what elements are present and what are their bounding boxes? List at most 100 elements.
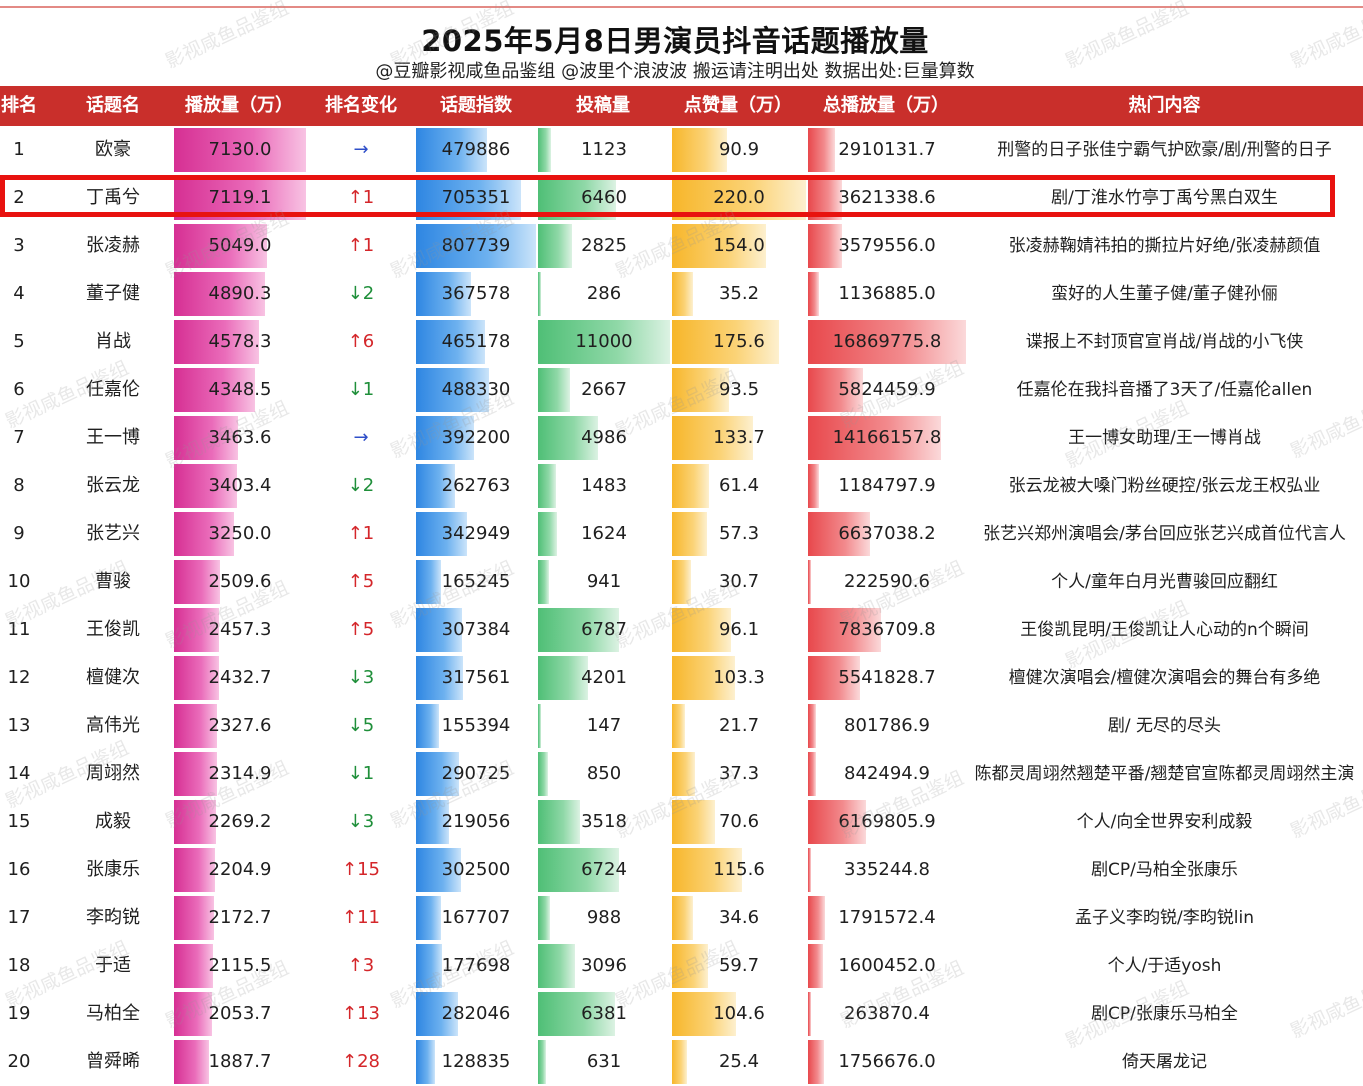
table-row[interactable]: 9 张艺兴 3250.0 ↑1 342949 1624 57.3 6637038.2 张艺兴郑州… (0, 510, 1363, 558)
index-bar (416, 272, 471, 316)
likes-bar (672, 992, 736, 1036)
header-topic[interactable]: 话题名 (86, 95, 140, 116)
table-row[interactable]: 4 董子健 4890.3 ↓2 367578 286 35.2 1136885.0 蛮好的人生董… (0, 270, 1363, 318)
rank-cell: 9 (13, 523, 25, 544)
hot-content-cell: 倚天屠龙记 (1122, 1052, 1207, 1072)
total-plays-value: 1184797.9 (838, 475, 936, 496)
posts-value: 1624 (581, 523, 627, 544)
plays-bar (174, 848, 215, 892)
table-row[interactable]: 10 曹骏 2509.6 ↑5 165245 941 30.7 222590.6 个人/童年白月… (0, 558, 1363, 606)
rank-change-cell: ↓2 (347, 475, 375, 496)
likes-bar (672, 944, 708, 988)
likes-bar (672, 416, 753, 460)
likes-bar (672, 224, 766, 268)
table-row[interactable]: 20 曾舜晞 1887.7 ↑28 128835 631 25.4 1756676.0 倚天屠龙… (0, 1038, 1363, 1086)
posts-value: 988 (586, 907, 622, 928)
table-row[interactable]: 11 王俊凯 2457.3 ↑5 307384 6787 96.1 7836709.8 王俊凯昆… (0, 606, 1363, 654)
total-bar (808, 1040, 824, 1084)
header-posts[interactable]: 投稿量 (576, 95, 630, 116)
topic-name-cell: 马柏全 (86, 1003, 140, 1024)
table-row[interactable]: 1 欧豪 7130.0 → 479886 1123 90.9 2910131.7 刑警的日子张佳… (0, 126, 1363, 174)
table-row[interactable]: 14 周翊然 2314.9 ↓1 290725 850 37.3 842494.9 陈都灵周翊然… (0, 750, 1363, 798)
table-row[interactable]: 18 于适 2115.5 ↑3 177698 3096 59.7 1600452.0 个人/于适… (0, 942, 1363, 990)
posts-value: 11000 (575, 331, 633, 352)
likes-bar (672, 848, 742, 892)
topic-index-value: 705351 (441, 187, 511, 208)
plays-bar (174, 320, 259, 364)
posts-value: 850 (586, 763, 622, 784)
rank-change-cell: ↑1 (347, 523, 375, 544)
hot-content-cell: 檀健次演唱会/檀健次演唱会的舞台有多绝 (1008, 668, 1321, 688)
rank-change-cell: ↑13 (342, 1003, 380, 1024)
total-plays-value: 2910131.7 (838, 139, 936, 160)
plays-value: 4578.3 (208, 331, 272, 352)
table-row[interactable]: 15 成毅 2269.2 ↓3 219056 3518 70.6 6169805.9 个人/向全… (0, 798, 1363, 846)
rank-change-cell: ↑15 (342, 859, 380, 880)
header-rank[interactable]: 排名 (1, 95, 37, 116)
plays-bar (174, 752, 217, 796)
index-bar (416, 752, 459, 796)
plays-bar (174, 608, 219, 652)
table-row[interactable]: 13 高伟光 2327.6 ↓5 155394 147 21.7 801786.9 剧/ 无尽的… (0, 702, 1363, 750)
likes-bar (672, 128, 727, 172)
table-row[interactable]: 16 张康乐 2204.9 ↑15 302500 6724 115.6 335244.8 剧CP… (0, 846, 1363, 894)
hot-content-cell: 刑警的日子张佳宁霸气护欧豪/剧/刑警的日子 (997, 140, 1332, 160)
table-row[interactable]: 3 张凌赫 5049.0 ↑1 807739 2825 154.0 3579556.0 张凌赫鞠… (0, 222, 1363, 270)
rank-change-cell: ↓5 (347, 715, 375, 736)
plays-bar (174, 128, 306, 172)
header-rank-change[interactable]: 排名变化 (325, 95, 397, 116)
topic-index-value: 392200 (441, 427, 511, 448)
topic-index-value: 262763 (441, 475, 511, 496)
likes-bar (672, 656, 735, 700)
likes-value: 175.6 (713, 331, 765, 352)
rank-cell: 11 (7, 619, 31, 640)
likes-value: 154.0 (713, 235, 765, 256)
rank-change-cell: ↓3 (347, 811, 375, 832)
header-hot-content[interactable]: 热门内容 (1128, 95, 1201, 116)
rank-cell: 5 (13, 331, 25, 352)
total-bar (808, 848, 811, 892)
header-plays[interactable]: 播放量（万） (185, 95, 293, 116)
posts-value: 6381 (581, 1003, 627, 1024)
rank-change-cell: ↑3 (347, 955, 375, 976)
plays-value: 2204.9 (208, 859, 272, 880)
total-bar (808, 800, 866, 844)
posts-value: 2825 (581, 235, 627, 256)
total-plays-value: 222590.6 (844, 571, 930, 592)
header-likes[interactable]: 点赞量（万） (684, 95, 792, 116)
total-plays-value: 14166157.8 (832, 427, 942, 448)
hot-content-cell: 张云龙被大嗓门粉丝硬控/张云龙王权弘业 (1008, 476, 1321, 496)
hot-content-cell: 个人/童年白月光曹骏回应翻红 (1051, 572, 1278, 592)
total-bar (808, 128, 835, 172)
posts-bar (538, 368, 570, 412)
table-row[interactable]: 6 任嘉伦 4348.5 ↓1 488330 2667 93.5 5824459.9 任嘉伦在我… (0, 366, 1363, 414)
rank-cell: 16 (7, 859, 31, 880)
topic-name-cell: 董子健 (86, 283, 140, 304)
hot-content-cell: 陈都灵周翊然翘楚平番/翘楚官宣陈都灵周翊然主演 (974, 764, 1355, 784)
table-row[interactable]: 7 王一博 3463.6 → 392200 4986 133.7 14166157.8 王一博女… (0, 414, 1363, 462)
plays-value: 2314.9 (208, 763, 272, 784)
table-row[interactable]: 12 檀健次 2432.7 ↓3 317561 4201 103.3 5541828.7 檀健次… (0, 654, 1363, 702)
plays-bar (174, 512, 234, 556)
likes-value: 37.3 (718, 763, 760, 784)
index-bar (416, 416, 474, 460)
topic-index-value: 479886 (441, 139, 511, 160)
topic-name-cell: 欧豪 (95, 139, 131, 160)
table-row[interactable]: 5 肖战 4578.3 ↑6 465178 11000 175.6 16869775.8 谍报上… (0, 318, 1363, 366)
total-plays-value: 1136885.0 (838, 283, 936, 304)
posts-bar (538, 752, 548, 796)
rank-cell: 4 (13, 283, 25, 304)
total-plays-value: 3579556.0 (838, 235, 936, 256)
total-plays-value: 5824459.9 (838, 379, 936, 400)
table-row[interactable]: 8 张云龙 3403.4 ↓2 262763 1483 61.4 1184797.9 张云龙被大… (0, 462, 1363, 510)
topic-name-cell: 肖战 (95, 331, 131, 352)
table-row[interactable]: 19 马柏全 2053.7 ↑13 282046 6381 104.6 263870.4 剧CP… (0, 990, 1363, 1038)
topic-name-cell: 曹骏 (95, 571, 131, 592)
hot-content-cell: 剧/丁淮水竹亭丁禹兮黑白双生 (1051, 188, 1278, 208)
rank-cell: 6 (13, 379, 25, 400)
plays-value: 2457.3 (208, 619, 272, 640)
table-row[interactable]: 17 李昀锐 2172.7 ↑11 167707 988 34.6 1791572.4 孟子义李… (0, 894, 1363, 942)
plays-bar (174, 368, 255, 412)
header-total-plays[interactable]: 总播放量（万） (823, 95, 949, 116)
header-topic-index[interactable]: 话题指数 (440, 95, 512, 116)
